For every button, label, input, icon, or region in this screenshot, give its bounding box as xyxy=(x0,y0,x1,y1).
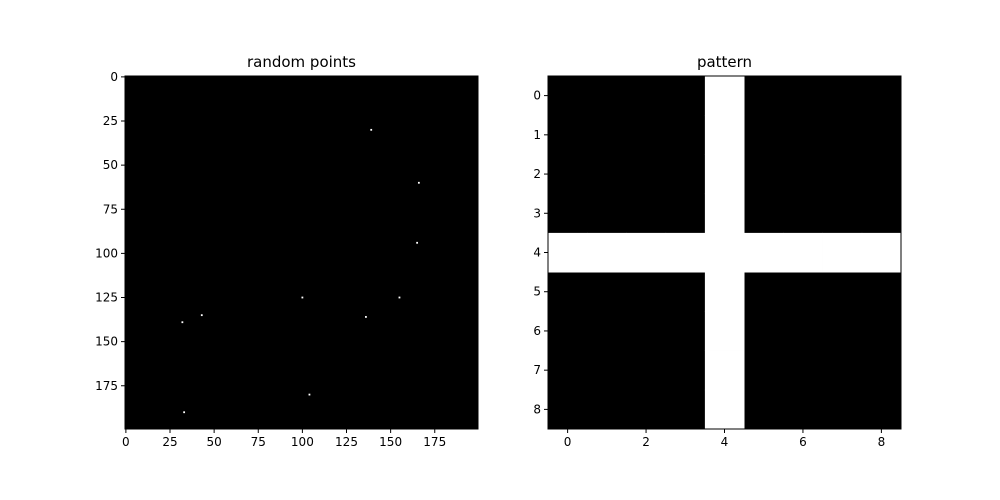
pattern-cell xyxy=(704,115,745,155)
x-tick-label: 0 xyxy=(122,435,130,449)
x-tick-label: 8 xyxy=(878,435,886,449)
x-tick-label: 4 xyxy=(721,435,729,449)
random-points-panel: random points 0 25 50 75 100 125 150 175 0 25 50 75 1… xyxy=(95,53,479,449)
pattern-cell xyxy=(704,311,745,351)
y-tick-label: 3 xyxy=(533,206,541,220)
y-tick-label: 5 xyxy=(533,285,541,299)
y-tick-label: 1 xyxy=(533,128,541,142)
x-tick-label: 6 xyxy=(799,435,807,449)
y-tick-label: 0 xyxy=(110,70,118,84)
random-points-title: random points xyxy=(247,53,356,71)
pattern-cell xyxy=(861,232,902,273)
y-tick-label: 175 xyxy=(95,379,118,393)
data-point xyxy=(417,181,420,184)
pattern-cell xyxy=(587,232,627,273)
x-tick-label: 150 xyxy=(379,435,402,449)
y-tick-label: 6 xyxy=(533,324,541,338)
data-point xyxy=(416,241,419,244)
pattern-cell xyxy=(704,154,745,195)
data-point xyxy=(365,316,367,318)
pattern-panel: pattern 0 2 4 6 8 0 1 2 3 4 5 6 7 8 xyxy=(533,53,902,449)
pattern-cell xyxy=(744,232,784,273)
y-tick-label: 2 xyxy=(533,167,541,181)
pattern-cell xyxy=(548,232,588,273)
y-tick-label: 50 xyxy=(103,158,118,172)
pattern-cell xyxy=(783,232,823,273)
x-tick-label: 75 xyxy=(251,435,266,449)
y-tick-label: 25 xyxy=(103,114,118,128)
pattern-cell xyxy=(626,232,667,273)
random-points-axes-frame xyxy=(124,75,479,430)
x-tick-label: 0 xyxy=(564,435,572,449)
x-tick-label: 25 xyxy=(162,435,177,449)
pattern-cell xyxy=(704,272,745,312)
x-tick-label: 2 xyxy=(642,435,650,449)
random-points-image-background xyxy=(125,76,478,429)
y-tick-label: 150 xyxy=(95,335,118,349)
data-point xyxy=(301,296,304,299)
y-tick-label: 75 xyxy=(103,202,118,216)
pattern-cell xyxy=(704,193,745,234)
y-tick-label: 125 xyxy=(95,291,118,305)
pattern-cell xyxy=(665,232,706,273)
data-point xyxy=(370,128,373,131)
data-point xyxy=(200,314,203,317)
data-point xyxy=(308,393,311,396)
pattern-cell xyxy=(704,350,745,391)
data-point xyxy=(181,321,184,324)
pattern-cell xyxy=(822,232,863,273)
x-tick-label: 175 xyxy=(423,435,446,449)
x-tick-label: 100 xyxy=(291,435,314,449)
pattern-cell xyxy=(704,76,745,116)
y-tick-label: 8 xyxy=(533,402,541,416)
y-tick-label: 100 xyxy=(95,246,118,260)
pattern-title: pattern xyxy=(697,53,752,71)
pattern-cell xyxy=(704,389,745,430)
data-point xyxy=(398,296,401,299)
pattern-cell xyxy=(704,232,745,273)
x-tick-label: 50 xyxy=(206,435,221,449)
data-point xyxy=(183,411,186,414)
x-tick-label: 125 xyxy=(335,435,358,449)
y-tick-label: 0 xyxy=(533,89,541,103)
y-tick-label: 4 xyxy=(533,246,541,260)
y-tick-label: 7 xyxy=(533,363,541,377)
